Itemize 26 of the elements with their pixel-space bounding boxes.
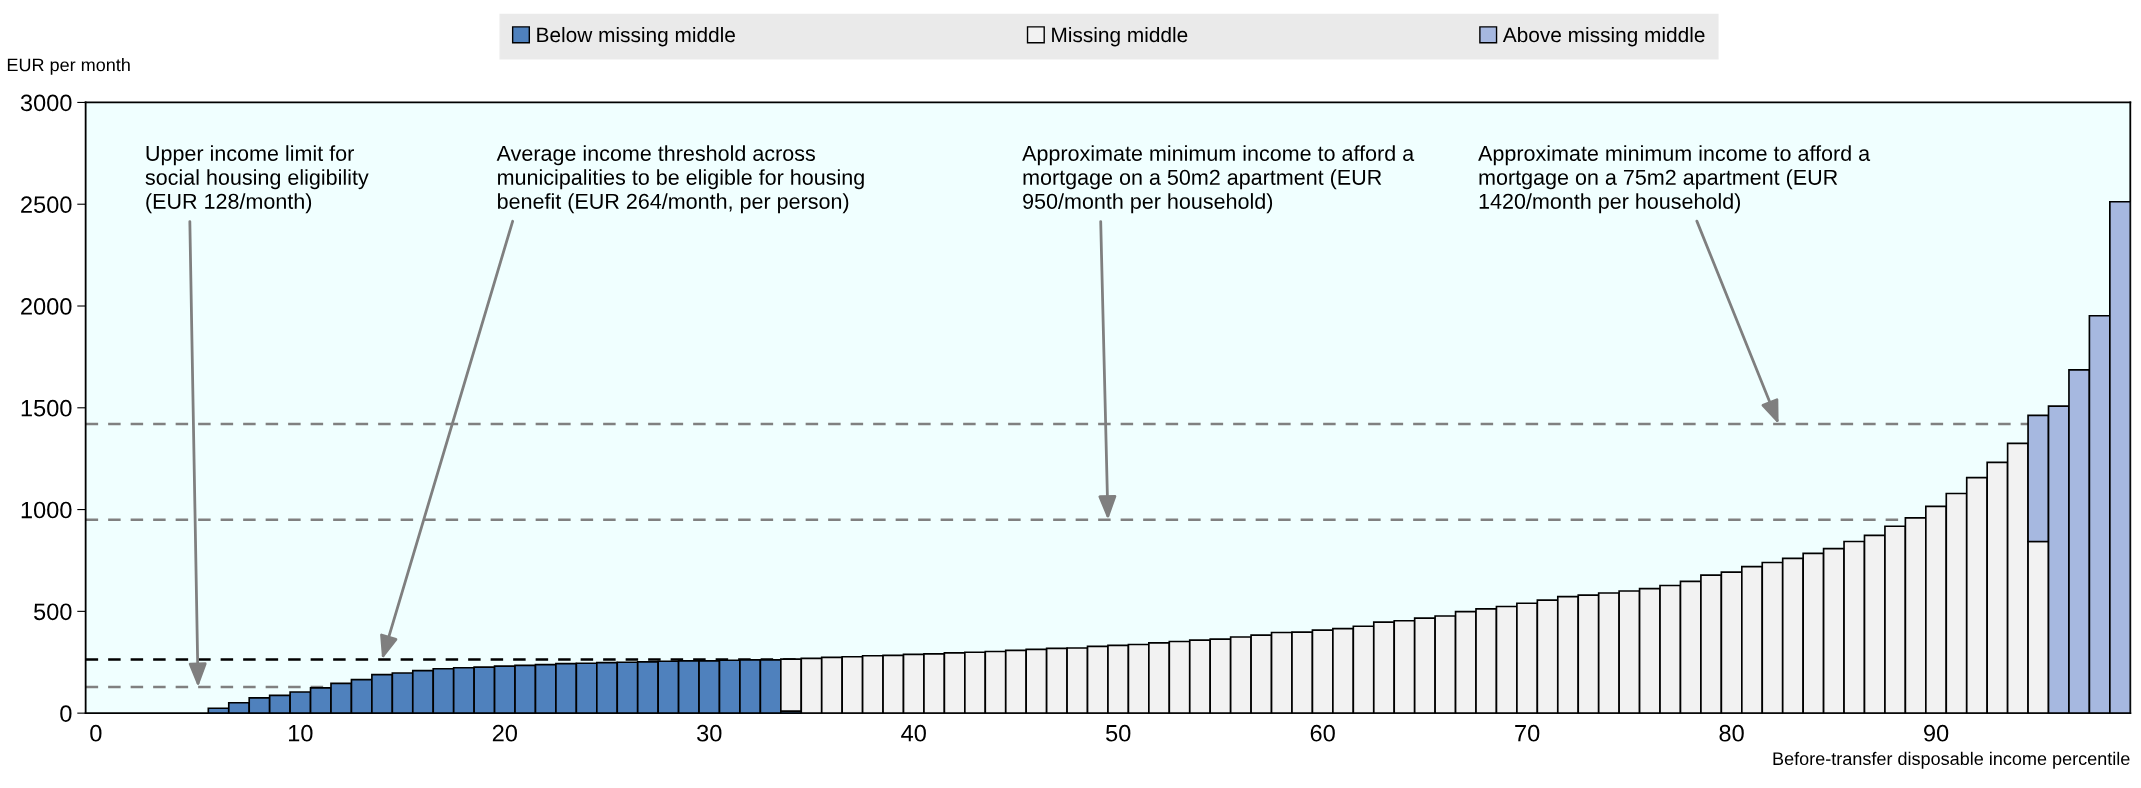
y-tick-label: 3000 <box>20 94 72 112</box>
y-tick-label: 500 <box>34 603 72 621</box>
x-tick-label: 80 <box>1719 724 1744 742</box>
x-tick-label: 70 <box>1515 724 1540 742</box>
legend-label: Below missing middle <box>537 26 735 47</box>
x-tick-label: 20 <box>492 724 517 742</box>
y-tick-label: 2000 <box>21 298 72 315</box>
y-tick-label: 1000 <box>21 501 72 519</box>
annotation: Approximate minimum income to afford a mortgage on a 50m2 apartment (EUR 950/month per household) <box>1022 145 1415 214</box>
annotation: Average income threshold across municipalities to be eligible for housing benefit (EUR 264/month, per person) <box>496 145 864 214</box>
x-tick-label: 90 <box>1924 724 1949 742</box>
x-tick-label: 60 <box>1310 724 1335 742</box>
legend-label: Missing middle <box>1052 26 1188 47</box>
x-axis-title: Before-transfer disposable income percentile <box>1773 751 2130 769</box>
x-tick-label: 0 <box>90 724 102 742</box>
y-tick-label: 0 <box>60 705 72 722</box>
x-tick-label: 50 <box>1106 724 1131 742</box>
y-axis-title: EUR per month <box>7 58 130 75</box>
x-tick-label: 30 <box>697 724 722 742</box>
x-tick-label: 10 <box>289 724 313 742</box>
legend-label: Above missing middle <box>1502 26 1705 47</box>
y-tick-label: 2500 <box>21 196 72 214</box>
x-tick-label: 40 <box>901 724 926 742</box>
y-tick-label: 1500 <box>21 399 72 417</box>
annotation: Approximate minimum income to afford a mortgage on a 75m2 apartment (EUR 1420/month per household) <box>1478 145 1871 214</box>
annotation: Upper income limit for social housing eligibility (EUR 128/month) <box>145 145 369 214</box>
